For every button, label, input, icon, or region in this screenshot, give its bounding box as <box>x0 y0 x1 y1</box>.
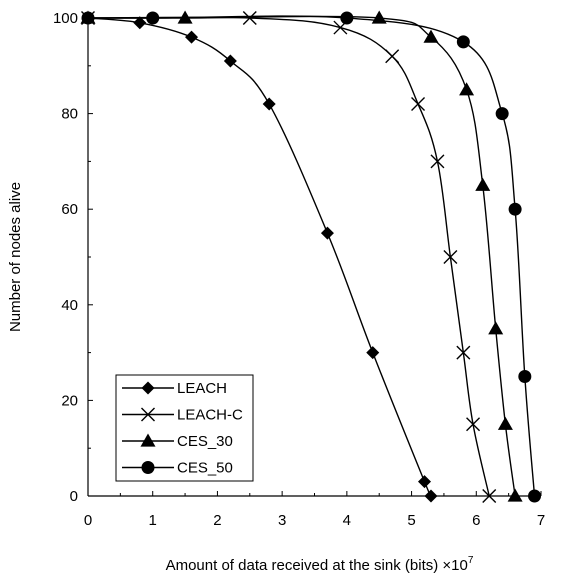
data-point-diamond <box>133 16 147 30</box>
y-tick-label: 100 <box>53 10 78 27</box>
data-point-circle <box>495 107 509 121</box>
data-point-diamond <box>185 30 199 44</box>
data-point-circle <box>81 11 95 25</box>
legend-box <box>115 374 254 482</box>
data-point-circle <box>340 11 354 25</box>
x-axis-label: Amount of data received at the sink (bit… <box>166 555 474 574</box>
data-point-x-stroke-b <box>443 250 458 264</box>
data-point-x <box>430 154 445 169</box>
legend-marker-triangle <box>140 433 156 447</box>
legend-item: CES_50 <box>122 460 233 477</box>
data-point-diamond <box>424 489 438 503</box>
x-tick-label: 1 <box>149 512 157 529</box>
x-tick-label: 0 <box>84 512 92 529</box>
data-point-x <box>466 417 481 432</box>
x-tick-label: 7 <box>537 512 545 529</box>
series-ces-50 <box>81 11 542 503</box>
series-layer <box>80 10 542 503</box>
data-point-x <box>385 49 400 64</box>
series-line <box>87 16 490 497</box>
legend-label: LEACH <box>177 380 227 397</box>
data-point-circle <box>508 202 522 216</box>
legend-label: CES_30 <box>177 433 233 450</box>
data-point-x-stroke-b <box>456 345 471 360</box>
data-point-diamond <box>320 226 334 240</box>
x-tick-label: 4 <box>343 512 351 529</box>
x-tick-label: 5 <box>407 512 415 529</box>
data-point-triangle <box>475 177 491 191</box>
y-tick-label: 0 <box>70 488 78 505</box>
data-point-diamond <box>223 54 237 68</box>
data-point-circle <box>456 35 470 49</box>
data-point-x <box>411 97 426 112</box>
y-tick-label: 40 <box>61 297 78 314</box>
data-point-circle <box>518 370 532 383</box>
x-tick-label: 2 <box>213 512 221 529</box>
data-point-circle <box>146 11 160 25</box>
data-point-triangle <box>459 82 475 96</box>
data-point-x-stroke-b <box>466 417 481 432</box>
x-tick-label: 6 <box>472 512 480 529</box>
legend-marker-circle <box>141 461 155 474</box>
series-line <box>88 15 536 497</box>
y-tick-label: 20 <box>61 392 78 409</box>
data-point-x-stroke-b <box>482 489 497 503</box>
data-point-diamond <box>366 346 380 360</box>
y-tick-label: 60 <box>61 201 78 218</box>
legend-item: CES_30 <box>122 433 233 450</box>
data-point-diamond <box>262 97 276 111</box>
legend-item: LEACH <box>122 380 227 397</box>
data-point-diamond <box>418 475 432 489</box>
data-point-x <box>456 345 471 360</box>
data-point-triangle <box>488 321 504 335</box>
data-point-triangle <box>507 488 523 502</box>
data-point-x <box>482 489 497 503</box>
series-line <box>87 17 432 499</box>
data-point-x-stroke-b <box>411 97 426 112</box>
legend-marker-diamond <box>141 381 155 395</box>
y-tick-label: 80 <box>61 106 78 123</box>
data-point-circle <box>528 489 542 503</box>
data-point-x <box>443 250 458 264</box>
x-tick-label: 3 <box>278 512 286 529</box>
legend-label: LEACH-C <box>177 407 243 424</box>
legend: LEACH LEACH-C CES_30 CES_50 <box>115 374 254 482</box>
data-point-x-stroke-b <box>385 49 400 64</box>
legend-item: LEACH-C <box>122 407 243 424</box>
x-axis-label-exponent: 7 <box>468 555 474 566</box>
legend-label: CES_50 <box>177 460 233 477</box>
data-point-x-stroke-b <box>242 11 257 25</box>
legend-marker-x <box>141 407 155 422</box>
legend-marker-x-stroke-b <box>141 407 155 422</box>
data-point-triangle <box>497 416 513 430</box>
x-axis-label-main: Amount of data received at the sink (bit… <box>166 557 468 574</box>
data-point-triangle <box>423 29 439 43</box>
data-point-x <box>242 11 257 25</box>
y-axis-label: Number of nodes alive <box>7 182 24 332</box>
axes: 0 20 40 60 80 100 0 1 2 3 4 5 6 7 <box>53 10 545 529</box>
data-point-x-stroke-b <box>430 154 445 169</box>
